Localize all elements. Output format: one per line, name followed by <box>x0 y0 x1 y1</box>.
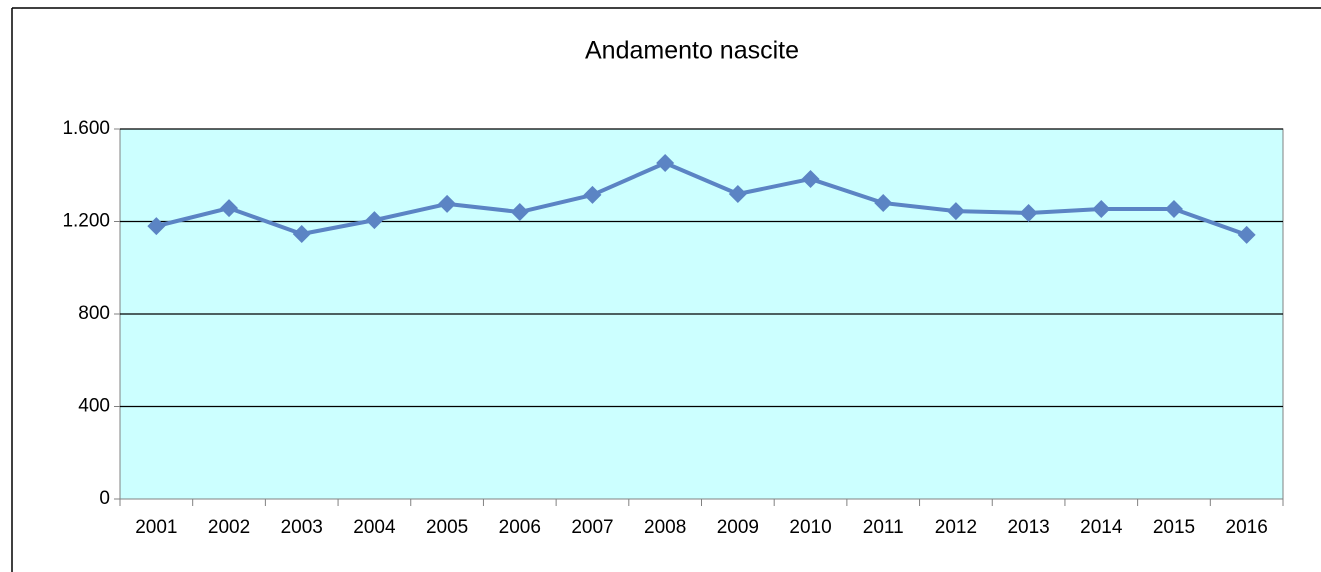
point-marker <box>438 194 457 213</box>
x-tick-label: 2006 <box>499 517 541 538</box>
point-marker <box>801 169 820 188</box>
y-tick-label: 800 <box>78 303 110 324</box>
x-tick-label: 2016 <box>1226 517 1268 538</box>
point-marker <box>656 153 675 172</box>
point-marker <box>583 185 602 204</box>
point-marker <box>1237 225 1256 244</box>
x-tick-label: 2014 <box>1080 517 1123 538</box>
y-tick-label: 400 <box>78 396 110 417</box>
point-marker <box>147 217 166 236</box>
point-marker <box>874 194 893 212</box>
point-marker <box>510 203 529 222</box>
point-marker <box>220 199 239 218</box>
y-tick-label: 0 <box>99 488 110 509</box>
point-marker <box>292 224 311 243</box>
x-tick-label: 2013 <box>1007 517 1049 538</box>
x-tick-label: 2008 <box>644 517 686 538</box>
point-marker <box>1092 200 1111 219</box>
y-tick-label: 1.600 <box>62 118 110 139</box>
x-tick-label: 2007 <box>571 517 613 538</box>
point-marker <box>1019 203 1038 222</box>
x-tick-label: 2004 <box>353 517 396 538</box>
point-marker <box>946 202 965 221</box>
x-tick-label: 2003 <box>281 517 323 538</box>
x-tick-label: 2015 <box>1153 517 1195 538</box>
x-tick-label: 2010 <box>789 517 831 538</box>
x-tick-label: 2011 <box>863 517 904 538</box>
x-tick-label: 2009 <box>717 517 759 538</box>
y-tick-label: 1.200 <box>62 211 110 232</box>
x-tick-label: 2001 <box>135 517 177 538</box>
x-tick-label: 2002 <box>208 517 250 538</box>
chart-title: Andamento nascite <box>585 37 799 65</box>
series-line <box>155 160 1248 237</box>
point-marker <box>1164 200 1183 219</box>
x-tick-label: 2005 <box>426 517 468 538</box>
point-marker <box>365 211 384 230</box>
x-tick-label: 2012 <box>935 517 977 538</box>
point-marker <box>728 184 747 203</box>
